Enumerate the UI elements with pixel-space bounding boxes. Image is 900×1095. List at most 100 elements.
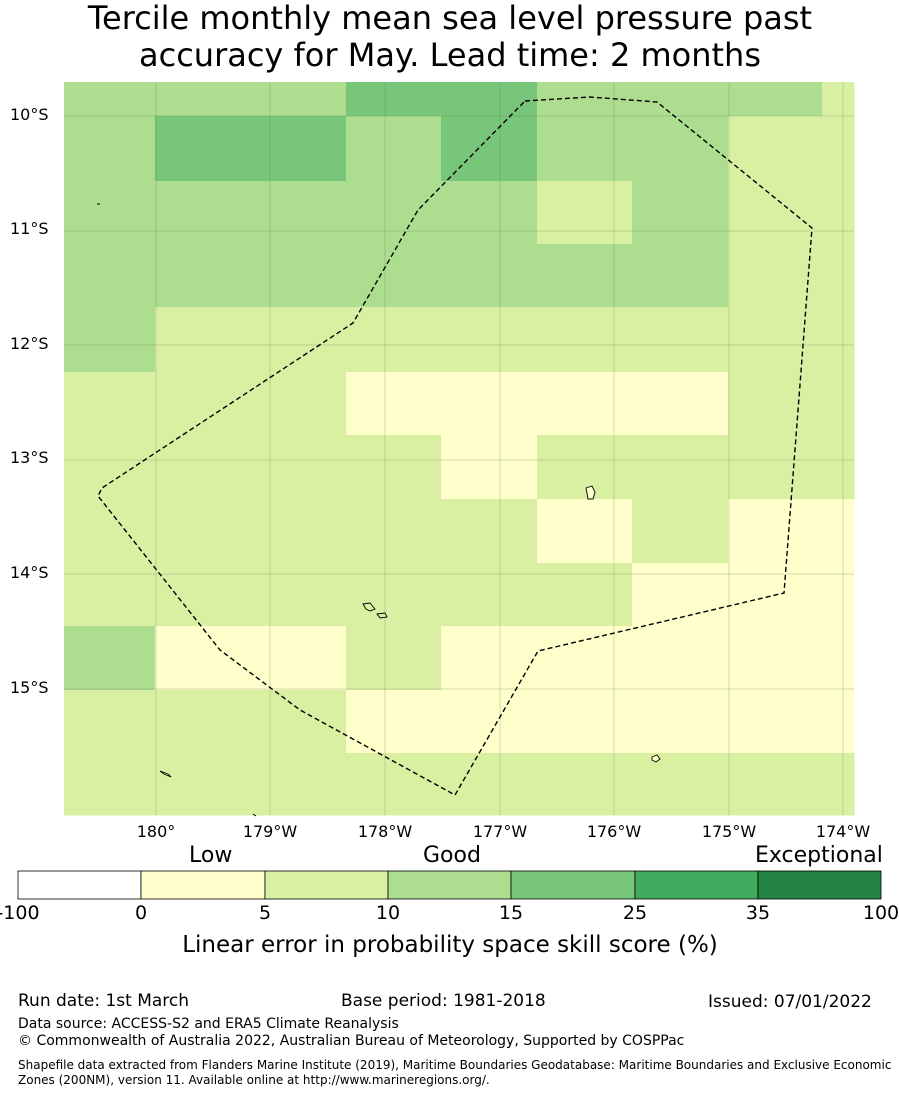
grid-cell [441, 690, 538, 754]
shapefile-credit-line-2: Zones (200NM), version 11. Available onl… [18, 1073, 490, 1087]
grid-cell [441, 626, 538, 691]
grid-cell [537, 244, 633, 308]
grid-cell [537, 307, 633, 373]
grid-cell [250, 244, 347, 308]
lon-label: 176°W [586, 822, 642, 841]
grid-cell [537, 181, 633, 245]
grid-cell [250, 181, 347, 245]
grid-cell [632, 753, 729, 816]
run-date: Run date: 1st March [18, 991, 190, 1011]
grid-cell [632, 499, 729, 564]
eez-boundary [97, 96, 813, 796]
grid-cell [822, 563, 855, 627]
grid-cell [346, 753, 442, 816]
grid-cell [632, 690, 729, 754]
grid-cell [155, 563, 251, 627]
grid-cell [155, 307, 251, 373]
grid-cell [441, 435, 538, 500]
colorbar-swatch [264, 870, 389, 900]
colorbar-swatch [17, 870, 142, 900]
issued-date: Issued: 07/01/2022 [708, 992, 872, 1012]
grid-cell [64, 82, 156, 117]
grid-cell [728, 499, 823, 564]
grid-cell [822, 626, 855, 691]
grid-cell [441, 372, 538, 436]
grid-cell [346, 82, 442, 117]
grid-cell [632, 244, 729, 308]
grid-cell [822, 116, 855, 182]
grid-cell [537, 435, 633, 500]
lon-label: 178°W [357, 822, 413, 841]
grid-cell [822, 690, 855, 754]
grid-cell [346, 116, 442, 182]
grid-cell [537, 626, 633, 691]
grid-cell [155, 499, 251, 564]
grid-cell [537, 690, 633, 754]
grid-cell [822, 82, 855, 117]
lat-label: 10°S [10, 105, 49, 124]
colorbar-category-good: Good [423, 843, 481, 868]
grid-cell [728, 690, 823, 754]
colorbar-swatch [140, 870, 266, 900]
grid-cell [64, 116, 156, 182]
grid-cell [441, 307, 538, 373]
grid-cell [441, 499, 538, 564]
grid-cell [64, 435, 156, 500]
lon-label: 180° [136, 822, 176, 841]
grid-cell [346, 563, 442, 627]
island-outline [362, 602, 376, 612]
colorbar-swatch [757, 870, 882, 900]
skill-grid [64, 82, 855, 816]
grid-cell [346, 435, 442, 500]
island-outline [376, 612, 388, 619]
grid-cell [537, 563, 633, 627]
grid-cell [346, 307, 442, 373]
grid-cell [441, 563, 538, 627]
data-source: Data source: ACCESS-S2 and ERA5 Climate … [18, 1016, 399, 1032]
grid-cell [155, 626, 251, 691]
colorbar-tick-label: 25 [622, 902, 648, 924]
map-title-line-2: accuracy for May. Lead time: 2 months [138, 36, 761, 74]
grid-cell [250, 753, 347, 816]
grid-cell [346, 181, 442, 245]
colorbar-tick-label: -100 [0, 902, 40, 924]
grid-cell [728, 82, 823, 117]
colorbar-tick-label: 100 [862, 902, 900, 924]
grid-cell [250, 435, 347, 500]
island-outline [252, 813, 257, 817]
grid-cell [728, 626, 823, 691]
lat-label: 11°S [10, 219, 49, 238]
colorbar-category-low: Low [189, 843, 233, 868]
copyright: © Commonwealth of Australia 2022, Austra… [18, 1033, 685, 1049]
grid-cell [346, 690, 442, 754]
lon-label: 177°W [472, 822, 528, 841]
grid-cell [632, 372, 729, 436]
grid-cell [155, 372, 251, 436]
grid-cell [64, 181, 156, 245]
grid-cell [822, 435, 855, 500]
grid-cell [250, 82, 347, 117]
grid-cell [537, 753, 633, 816]
grid-cell [632, 181, 729, 245]
grid-cell [64, 563, 156, 627]
grid-cell [155, 244, 251, 308]
island-outline [585, 485, 596, 500]
colorbar-tick-label: 0 [134, 902, 148, 924]
shapefile-credit-line-1: Shapefile data extracted from Flanders M… [18, 1058, 892, 1072]
grid-cell [441, 116, 538, 182]
grid-cell [441, 753, 538, 816]
grid-cell [64, 244, 156, 308]
grid-cell [155, 116, 251, 182]
grid-cell [64, 499, 156, 564]
colorbar-title: Linear error in probability space skill … [182, 932, 718, 958]
lon-label: 175°W [701, 822, 757, 841]
grid-cell [155, 82, 251, 117]
lat-label: 12°S [10, 334, 49, 353]
lon-label: 179°W [242, 822, 298, 841]
grid-cell [728, 181, 823, 245]
grid-cell [822, 307, 855, 373]
grid-cell [346, 499, 442, 564]
grid-cell [537, 372, 633, 436]
island-outline [159, 770, 172, 778]
